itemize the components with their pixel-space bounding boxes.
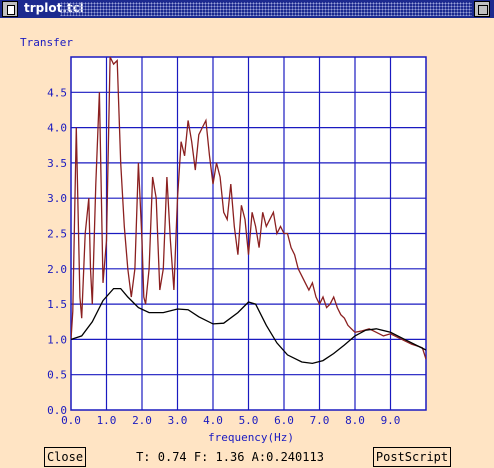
x-tick-label: 9.0: [381, 414, 401, 427]
y-tick-label: 3.5: [47, 157, 67, 170]
x-tick-label: 6.0: [274, 414, 294, 427]
x-tick-label: 7.0: [310, 414, 330, 427]
close-button[interactable]: Close: [44, 447, 86, 467]
y-tick-label: 2.5: [47, 228, 67, 241]
window-menu-icon[interactable]: [2, 1, 18, 17]
series-line-transfer-raw: [71, 57, 426, 360]
y-tick-label: 2.0: [47, 263, 67, 276]
y-tick-label: 4.0: [47, 122, 67, 135]
title-bar-pattern: [60, 2, 472, 16]
x-tick-label: 4.0: [203, 414, 223, 427]
y-tick-label: 4.5: [47, 86, 67, 99]
y-tick-label: 3.0: [47, 192, 67, 205]
x-tick-label: 3.0: [168, 414, 188, 427]
x-tick-label: 1.0: [97, 414, 117, 427]
postscript-button[interactable]: PostScript: [373, 447, 451, 467]
y-tick-label: 0.5: [47, 369, 67, 382]
x-tick-label: 2.0: [132, 414, 152, 427]
x-axis-label: frequency(Hz): [208, 431, 294, 444]
series-line-transfer-smooth: [71, 287, 426, 365]
y-tick-label: 1.0: [47, 333, 67, 346]
title-bar: trplot.tcl: [0, 0, 494, 18]
y-tick-label: 0.0: [47, 404, 67, 417]
x-tick-label: 5.0: [239, 414, 259, 427]
status-readout: T: 0.74 F: 1.36 A:0.240113: [136, 450, 324, 464]
y-axis-label: Transfer: [20, 36, 73, 49]
y-tick-label: 1.5: [47, 298, 67, 311]
maximize-icon[interactable]: [474, 1, 490, 17]
x-tick-label: 8.0: [345, 414, 365, 427]
transfer-plot[interactable]: 0.0 1.0 2.0 3.0 4.0 5.0 6.0 7.0 8.0 9.0 0.0 0.5 1.0 1…: [0, 18, 494, 446]
x-tick-label: 0.0: [61, 414, 81, 427]
